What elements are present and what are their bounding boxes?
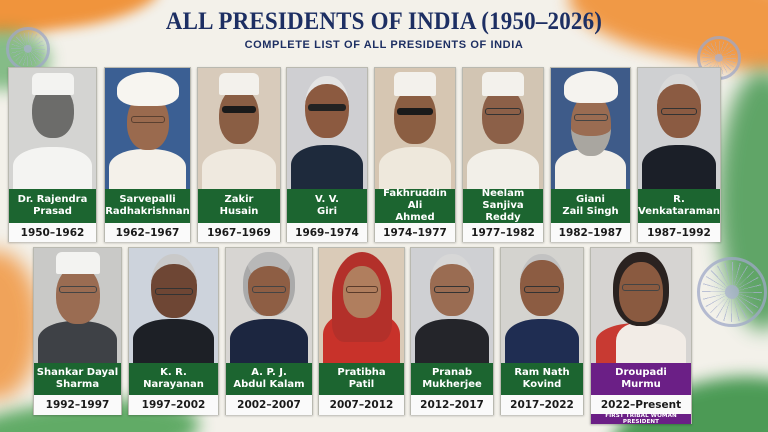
president-card: Shankar Dayal Sharma 1992–1997 [33, 247, 122, 415]
term-years: 1997–2002 [129, 395, 218, 415]
first-tribal-woman-badge: FIRST TRIBAL WOMAN PRESIDENT [591, 413, 691, 425]
president-name: R. Venkataraman [638, 189, 720, 223]
term-years: 1982–1987 [551, 223, 630, 242]
term-years: 2012–2017 [411, 395, 493, 415]
president-name: Zakir Husain [198, 189, 280, 223]
president-card: Pratibha Patil 2007–2012 [318, 247, 405, 415]
term-years: 1987–1992 [638, 223, 720, 242]
president-name: Neelam Sanjiva Reddy [463, 188, 543, 223]
term-years: 1992–1997 [34, 395, 121, 415]
portrait [638, 68, 720, 189]
president-card: Pranab Mukherjee 2012–2017 [410, 247, 494, 415]
portrait [129, 248, 218, 363]
president-card: Droupadi Murmu 2022–Present FIRST TRIBAL… [590, 247, 692, 425]
term-years: 1969–1974 [287, 223, 367, 242]
president-card: Neelam Sanjiva Reddy 1977–1982 [462, 67, 544, 242]
portrait [319, 248, 404, 363]
president-name: K. R. Narayanan [129, 363, 218, 395]
term-years: 1974–1977 [375, 223, 455, 242]
portrait [226, 248, 312, 363]
portrait [463, 68, 543, 189]
president-name: Pranab Mukherjee [411, 363, 493, 395]
term-years: 1977–1982 [463, 223, 543, 242]
term-years: 2002–2007 [226, 395, 312, 415]
term-years: 2007–2012 [319, 395, 404, 415]
page-subtitle: COMPLETE LIST OF ALL PRESIDENTS OF INDIA [244, 39, 524, 51]
president-name: Giani Zail Singh [551, 189, 630, 223]
president-card: Giani Zail Singh 1982–1987 [550, 67, 631, 242]
portrait [551, 68, 630, 189]
portrait [34, 248, 121, 363]
president-card: V. V. Giri 1969–1974 [286, 67, 368, 242]
president-name: Sarvepalli Radhakrishnan [105, 189, 190, 223]
president-name: Droupadi Murmu [591, 363, 691, 395]
page-header: ALL PRESIDENTS OF INDIA (1950–2026) COMP… [0, 8, 768, 51]
president-card: R. Venkataraman 1987–1992 [637, 67, 721, 242]
ashoka-chakra-icon [697, 257, 767, 327]
president-card: Sarvepalli Radhakrishnan 1962–1967 [104, 67, 191, 242]
portrait [591, 248, 691, 363]
president-name: Dr. Rajendra Prasad [9, 189, 96, 223]
portrait [411, 248, 493, 363]
portrait [198, 68, 280, 189]
president-name: Fakhruddin Ali Ahmed [375, 188, 455, 223]
term-years: 2017–2022 [501, 395, 583, 415]
president-card: A. P. J. Abdul Kalam 2002–2007 [225, 247, 313, 415]
president-name: Shankar Dayal Sharma [34, 363, 121, 395]
portrait [287, 68, 367, 189]
page-title: ALL PRESIDENTS OF INDIA (1950–2026) [165, 8, 603, 35]
portrait [501, 248, 583, 363]
president-card: Ram Nath Kovind 2017–2022 [500, 247, 584, 415]
president-name: Pratibha Patil [319, 363, 404, 395]
president-card: Zakir Husain 1967–1969 [197, 67, 281, 242]
term-years: 1967–1969 [198, 223, 280, 242]
portrait [9, 68, 96, 189]
president-name: Ram Nath Kovind [501, 363, 583, 395]
term-years: 1962–1967 [105, 223, 190, 242]
president-card: Dr. Rajendra Prasad 1950–1962 [8, 67, 97, 242]
portrait [375, 68, 455, 189]
president-card: Fakhruddin Ali Ahmed 1974–1977 [374, 67, 456, 242]
term-years: 2022–Present [591, 395, 691, 414]
term-years: 1950–1962 [9, 223, 96, 242]
president-name: A. P. J. Abdul Kalam [226, 363, 312, 395]
portrait [105, 68, 190, 189]
president-name: V. V. Giri [287, 189, 367, 223]
president-card: K. R. Narayanan 1997–2002 [128, 247, 219, 415]
